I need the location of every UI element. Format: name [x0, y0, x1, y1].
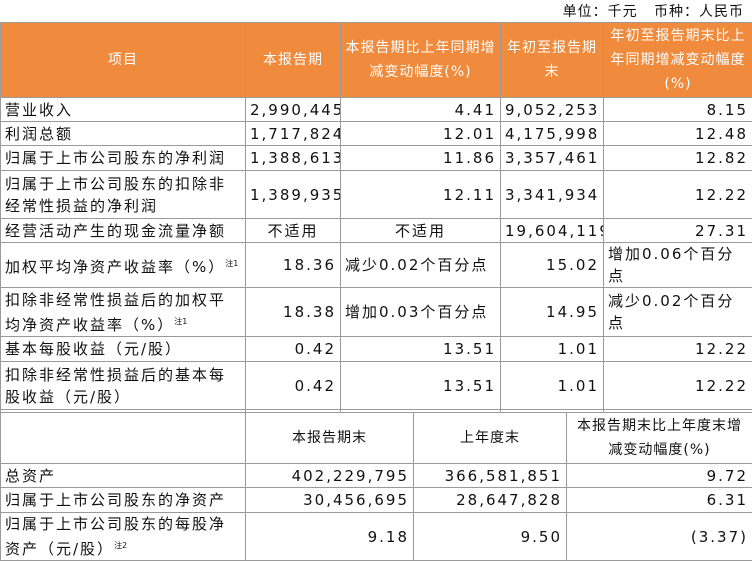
header-cell: 本报告期末	[246, 413, 414, 464]
cell: 9.18	[246, 513, 414, 561]
cell: 6.31	[567, 488, 752, 513]
cell: 28,647,828	[414, 488, 567, 513]
cell: 12.82	[604, 146, 752, 171]
cell: 2,990,445	[246, 98, 341, 122]
cell: 1.01	[501, 362, 604, 410]
cell: 19,604,119	[501, 219, 604, 243]
header-cell: 本报告期比上年同期增减变动幅度(%)	[341, 23, 501, 98]
cell: 3,357,461	[501, 146, 604, 171]
cell: 402,229,795	[246, 464, 414, 488]
label-text: 基本每股收益（元/股）	[5, 340, 182, 358]
cell: 11.86	[341, 146, 501, 171]
cell: 1,388,613	[246, 146, 341, 171]
label-text: 归属于上市公司股东的净资产	[5, 491, 226, 509]
unit-note: 单位：千元 币种：人民币	[563, 2, 744, 22]
cell: (3.37)	[567, 513, 752, 561]
label-text: 总资产	[5, 467, 56, 485]
table: 本报告期末上年度末本报告期末比上年度末增减变动幅度(%) 总资产 402,229,7…	[0, 412, 752, 561]
cell: 366,581,851	[414, 464, 567, 488]
row-label: 利润总额	[1, 122, 246, 146]
label-text: 营业收入	[5, 101, 73, 119]
cell: 27.31	[604, 219, 752, 243]
cell: 0.42	[246, 362, 341, 410]
cell: 3,341,934	[501, 171, 604, 219]
header-cell: 年初至报告期末	[501, 23, 604, 98]
row-label: 经营活动产生的现金流量净额	[1, 219, 246, 243]
cell: 增加0.03个百分点	[341, 288, 501, 337]
row-label: 归属于上市公司股东的每股净资产（元/股）注2	[1, 513, 246, 561]
cell: 12.22	[604, 337, 752, 362]
cell: 增加0.06个百分点	[604, 243, 752, 288]
table: 项目本报告期本报告期比上年同期增减变动幅度(%)年初至报告期末年初至报告期末比上…	[0, 22, 752, 434]
row-label: 归属于上市公司股东的净资产	[1, 488, 246, 513]
header-cell: 本报告期	[246, 23, 341, 98]
label-text: 扣除非经常性损益后的基本每股收益（元/股）	[5, 366, 226, 406]
header-row: 本报告期末上年度末本报告期末比上年度末增减变动幅度(%)	[1, 413, 752, 464]
cell: 12.48	[604, 122, 752, 146]
header-cell: 本报告期末比上年度末增减变动幅度(%)	[567, 413, 752, 464]
cell: 18.36	[246, 243, 341, 288]
row-label: 归属于上市公司股东的净利润	[1, 146, 246, 171]
label-text: 归属于上市公司股东的扣除非经常性损益的净利润	[5, 175, 226, 215]
cell: 9,052,253	[501, 98, 604, 122]
row-label: 基本每股收益（元/股）	[1, 337, 246, 362]
row-label: 营业收入	[1, 98, 246, 122]
row-label: 总资产	[1, 464, 246, 488]
header-cell: 年初至报告期末比上年同期增减变动幅度(%)	[604, 23, 752, 98]
cell: 8.15	[604, 98, 752, 122]
cell: 13.51	[341, 362, 501, 410]
row-label: 扣除非经常性损益后的基本每股收益（元/股）	[1, 362, 246, 410]
cell: 减少0.02个百分点	[604, 288, 752, 337]
cell: 1.01	[501, 337, 604, 362]
label-text: 归属于上市公司股东的净利润	[5, 149, 226, 167]
cell: 9.72	[567, 464, 752, 488]
row-label: 扣除非经常性损益后的加权平均净资产收益率（%）注1	[1, 288, 246, 337]
footnote-mark: 注1	[174, 317, 187, 326]
header-cell	[1, 413, 246, 464]
cell: 4.41	[341, 98, 501, 122]
cell: 12.01	[341, 122, 501, 146]
label-text: 归属于上市公司股东的每股净资产（元/股）	[5, 515, 226, 558]
label-text: 扣除非经常性损益后的加权平均净资产收益率（%）	[5, 291, 226, 334]
label-text: 加权平均净资产收益率（%）	[5, 258, 225, 276]
cell: 12.22	[604, 171, 752, 219]
cell: 1,717,824	[246, 122, 341, 146]
header-cell: 上年度末	[414, 413, 567, 464]
label-text: 经营活动产生的现金流量净额	[5, 222, 226, 240]
cell: 不适用	[246, 219, 341, 243]
cell: 15.02	[501, 243, 604, 288]
cell: 13.51	[341, 337, 501, 362]
cell: 30,456,695	[246, 488, 414, 513]
footnote-mark: 注1	[225, 259, 238, 268]
cell: 4,175,998	[501, 122, 604, 146]
label-text: 利润总额	[5, 125, 73, 143]
cell: 减少0.02个百分点	[341, 243, 501, 288]
cell: 9.50	[414, 513, 567, 561]
row-label: 加权平均净资产收益率（%）注1	[1, 243, 246, 288]
cell: 12.22	[604, 362, 752, 410]
row-label: 归属于上市公司股东的扣除非经常性损益的净利润	[1, 171, 246, 219]
footnote-mark: 注2	[114, 541, 127, 550]
cell: 18.38	[246, 288, 341, 337]
header-cell: 项目	[1, 23, 246, 98]
cell: 不适用	[341, 219, 501, 243]
header-row: 项目本报告期本报告期比上年同期增减变动幅度(%)年初至报告期末年初至报告期末比上…	[1, 23, 752, 98]
cell: 14.95	[501, 288, 604, 337]
cell: 0.42	[246, 337, 341, 362]
cell: 1,389,935	[246, 171, 341, 219]
cell: 12.11	[341, 171, 501, 219]
